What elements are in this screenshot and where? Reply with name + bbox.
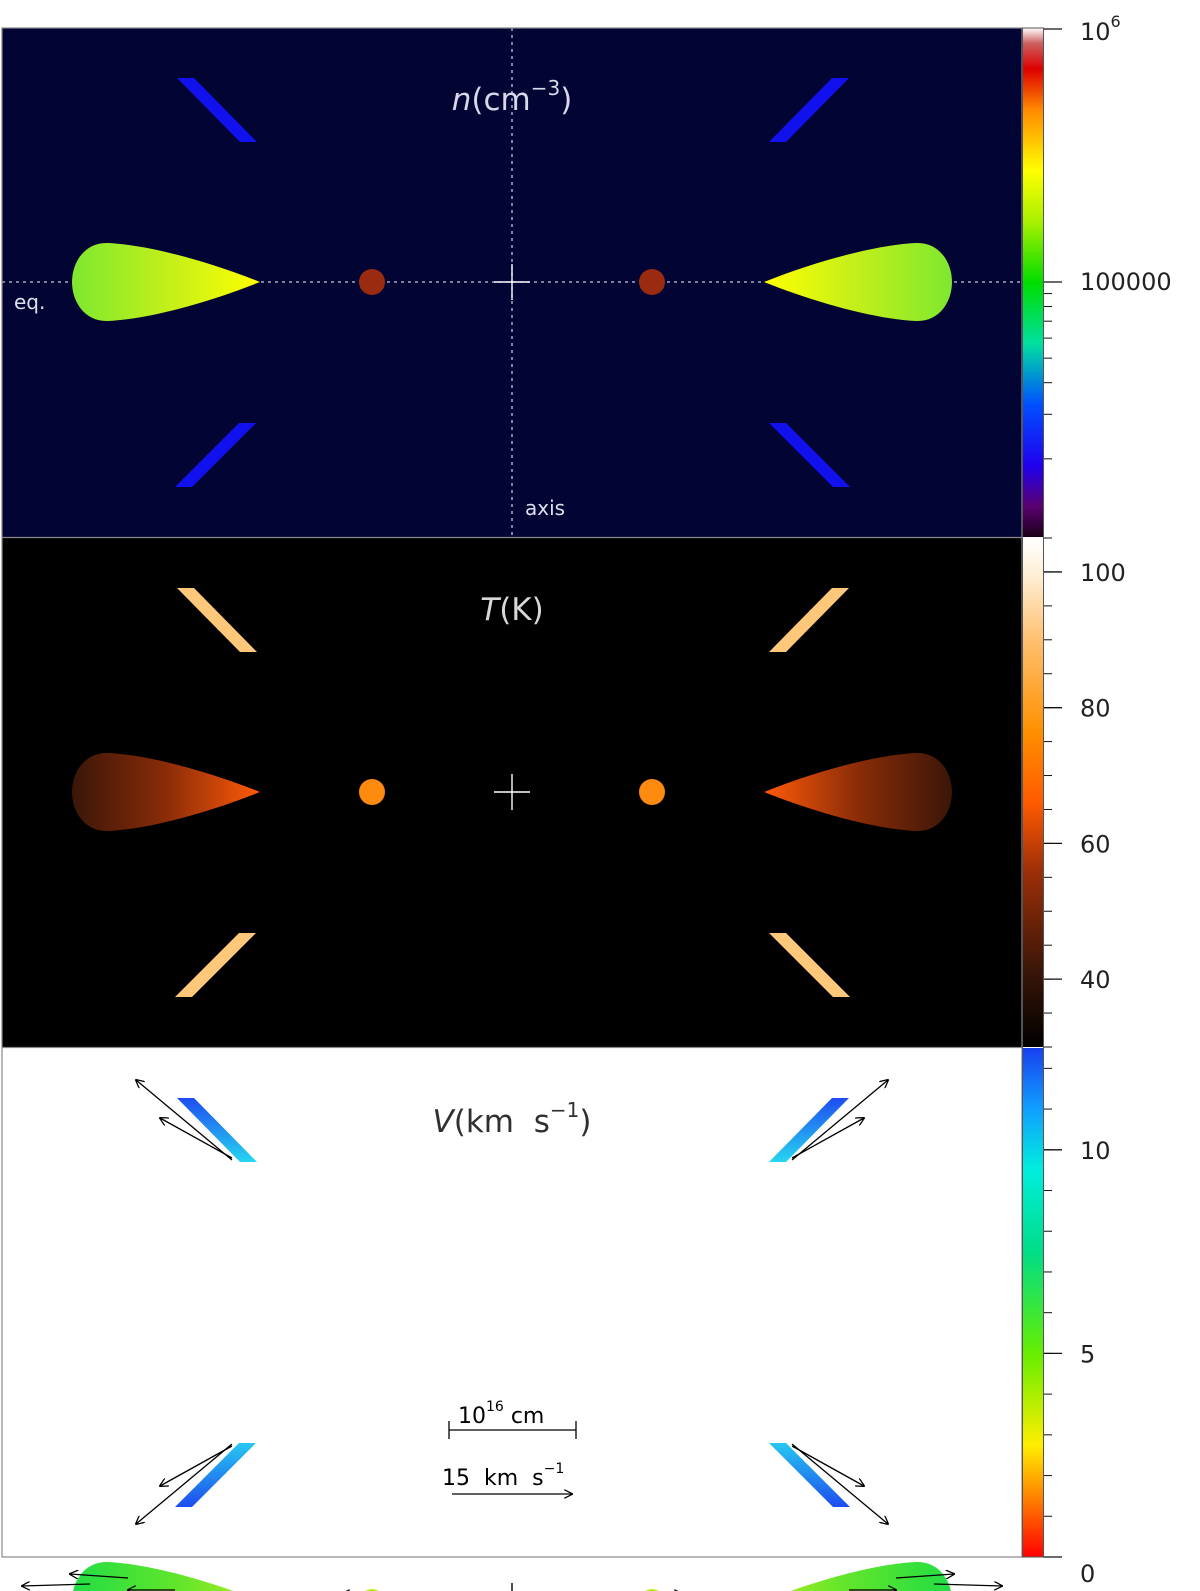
density-teardrop-right	[764, 242, 952, 322]
density-outflow-bar-top-right	[769, 78, 849, 142]
density-blob-left	[359, 269, 385, 295]
temperature-panel: T(K)	[2, 538, 1022, 1047]
velocity-scale-label: 15 km s−1	[442, 1461, 564, 1491]
density-outflow-bar-top-left	[177, 78, 257, 142]
velocity-teardrop-right	[790, 1561, 951, 1591]
colorbar-frame	[1022, 27, 1044, 1558]
temperature-outflow-bar-bottom-left	[175, 933, 256, 997]
colorbar-density-gradient	[1023, 28, 1043, 537]
colorbar-temperature-tick-label: 80	[1080, 695, 1111, 723]
velocity-arrow	[160, 1445, 233, 1486]
colorbar-velocity: 10 5 0	[1023, 1048, 1111, 1588]
velocity-outflow-bar-bottom-left	[175, 1443, 256, 1507]
density-outflow-bar-bottom-right	[769, 423, 850, 487]
colorbar-temperature-tick-label: 60	[1080, 830, 1111, 858]
velocity-arrow	[791, 1445, 864, 1486]
center-cross	[511, 1583, 513, 1591]
velocity-arrows	[22, 1080, 1002, 1591]
equator-label: eq.	[14, 290, 45, 314]
temperature-teardrop-right	[764, 752, 952, 832]
temperature-outflow-bar-bottom-right	[769, 933, 850, 997]
colorbar-density-tick-label: 106	[1080, 12, 1121, 46]
velocity-arrow	[22, 1584, 91, 1586]
velocity-arrow	[136, 1443, 233, 1524]
temperature-blob-right	[639, 779, 665, 805]
velocity-arrow	[70, 1574, 129, 1578]
center-cross	[494, 774, 530, 810]
colorbar-velocity-tick-label: 10	[1080, 1137, 1111, 1165]
velocity-outflow-bar-bottom-right	[769, 1443, 850, 1507]
colorbar-velocity-gradient	[1023, 1048, 1043, 1557]
colorbar-temperature-gradient	[1023, 538, 1043, 1047]
velocity-arrow	[791, 1443, 888, 1524]
velocity-arrow	[933, 1584, 1002, 1586]
density-panel: n(cm−3) eq. axis	[2, 28, 1022, 537]
velocity-arrow	[895, 1574, 954, 1578]
center-cross	[494, 264, 530, 300]
colorbar-velocity-tick-label: 0	[1080, 1560, 1095, 1588]
density-blob-right	[639, 269, 665, 295]
temperature-title: T(K)	[480, 592, 543, 628]
length-scale-label: 1016 cm	[458, 1399, 544, 1429]
velocity-teardrop-left	[73, 1561, 234, 1591]
length-scale-bar	[448, 1421, 577, 1439]
velocity-arrow	[136, 1080, 233, 1161]
velocity-outflow-bar-top-left	[177, 1098, 257, 1162]
velocity-panel-background	[2, 1048, 1022, 1557]
colorbar-density-tick-label: 100000	[1080, 268, 1172, 296]
colorbar-temperature: 100 80 60 40	[1023, 537, 1126, 1048]
colorbar-density-minor-ticks	[1043, 293, 1052, 460]
colorbar-temperature-tick-label: 40	[1080, 966, 1111, 994]
colorbar-temperature-tick-label: 100	[1080, 559, 1126, 587]
density-teardrop-left	[72, 242, 260, 322]
density-outflow-bar-bottom-left	[175, 423, 256, 487]
temperature-outflow-bar-top-right	[769, 588, 849, 652]
velocity-arrow	[160, 1118, 233, 1159]
temperature-blob-left	[359, 779, 385, 805]
velocity-title: V(km s−1)	[433, 1098, 592, 1140]
velocity-panel: V(km s−1) 1016 cm 15 km s−1	[2, 1048, 1022, 1591]
temperature-teardrop-left	[72, 752, 260, 832]
velocity-arrow	[791, 1080, 888, 1161]
velocity-outflow-bar-top-right	[769, 1098, 849, 1162]
density-title: n(cm−3)	[452, 76, 573, 118]
temperature-outflow-bar-top-left	[177, 588, 257, 652]
velocity-arrow	[791, 1118, 864, 1159]
axis-label: axis	[525, 496, 565, 520]
colorbar-density: 106 100000	[1023, 12, 1172, 537]
colorbar-velocity-tick-label: 5	[1080, 1340, 1095, 1368]
